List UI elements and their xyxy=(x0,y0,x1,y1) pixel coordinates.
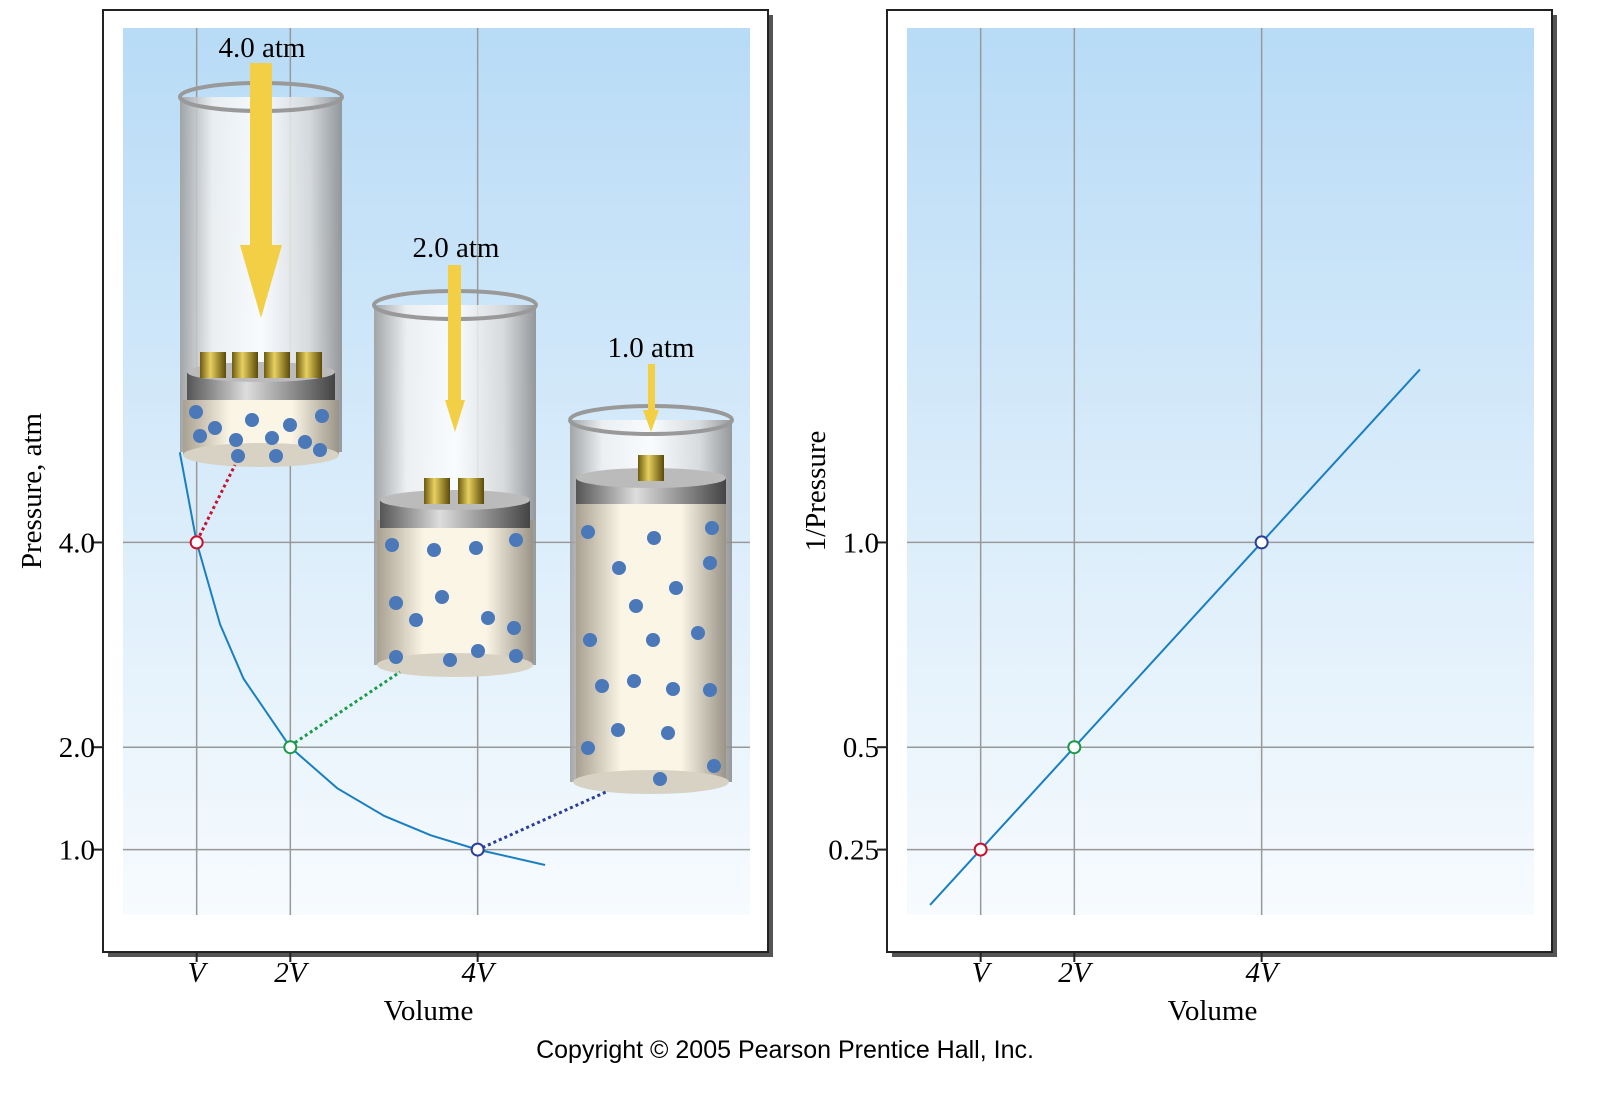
data-point xyxy=(283,740,298,755)
data-point xyxy=(470,842,485,857)
x-axis-title: Volume xyxy=(384,995,474,1027)
curve xyxy=(178,452,546,866)
data-point xyxy=(1067,740,1082,755)
y-tick-label: 2.0 xyxy=(59,732,95,764)
annotation: 4.0 atm xyxy=(219,32,306,64)
x-tick-label: 4V xyxy=(462,957,498,989)
data-point xyxy=(1254,535,1269,550)
x-tick-label: 4V xyxy=(1246,957,1282,989)
y-axis-title: 1/Pressure xyxy=(800,431,832,552)
y-axis-title: Pressure, atm xyxy=(16,412,48,569)
data-point xyxy=(973,842,988,857)
y-tick-label: 4.0 xyxy=(59,527,95,559)
plot-background xyxy=(907,28,1534,915)
annotation: 2.0 atm xyxy=(413,232,500,264)
x-tick-label: 2V xyxy=(274,957,310,989)
x-axis-title: Volume xyxy=(1168,995,1258,1027)
x-tick-label: V xyxy=(188,957,209,989)
y-tick-label: 1.0 xyxy=(59,835,95,867)
data-point xyxy=(189,535,204,550)
chart: 0.25 0.5 1.0 V 2V 4V Volume 1/Pressure xyxy=(800,9,1557,1027)
y-tick-label: 0.25 xyxy=(828,835,879,867)
copyright: Copyright © 2005 Pearson Prentice Hall, … xyxy=(536,1036,1034,1064)
y-tick-label: 1.0 xyxy=(843,527,879,559)
illustration: 4.0 atm 2.0 atm 1.0 atm xyxy=(178,32,734,857)
x-tick-label: V xyxy=(972,957,993,989)
annotation: 1.0 atm xyxy=(608,332,695,364)
y-tick-label: 0.5 xyxy=(843,732,879,764)
x-tick-label: 2V xyxy=(1058,957,1094,989)
